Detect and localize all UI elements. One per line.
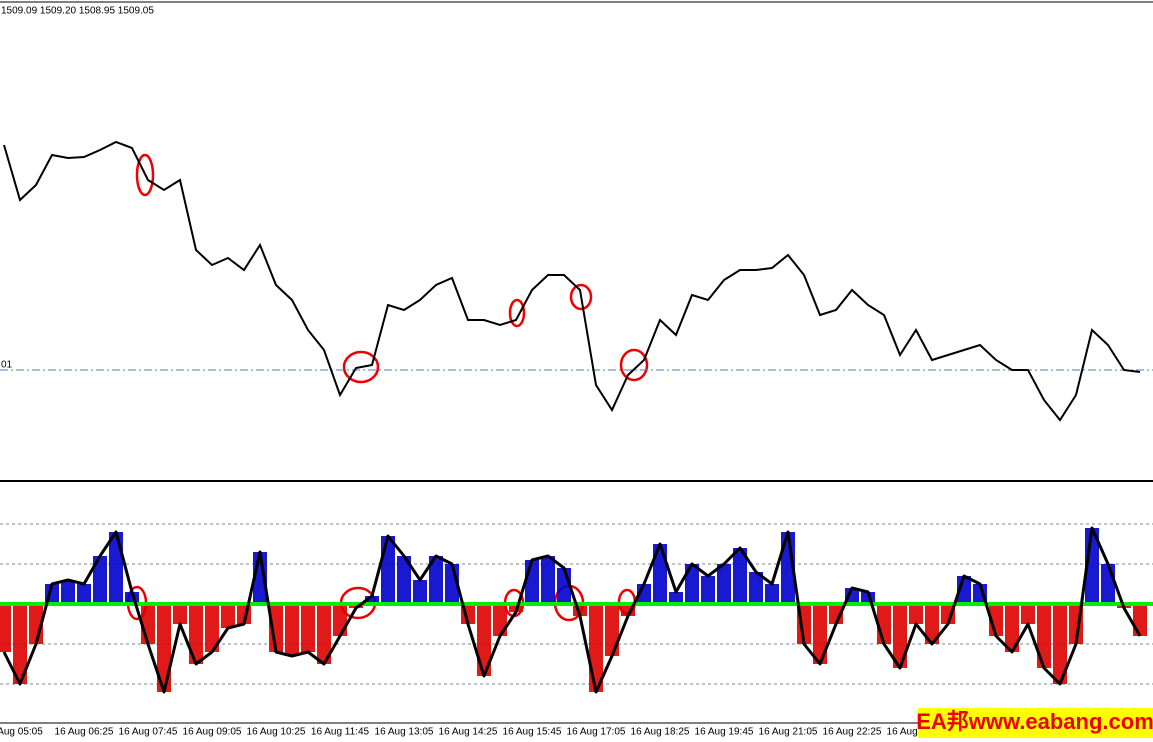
x-tick-label: 16 Aug 06:25 (55, 727, 114, 738)
osc-bar (525, 560, 539, 604)
circle-mark (508, 298, 526, 328)
x-tick-label: 16 Aug 13:05 (375, 727, 434, 738)
circle-mark (135, 153, 155, 197)
plot: 01 Aug 05:05 16 Aug 06:25 16 Aug 07:45 16 Au… (0, 140, 1153, 738)
osc-bar (109, 532, 123, 604)
osc-bar (701, 576, 715, 604)
osc-bar (717, 564, 731, 604)
circle-mark (342, 350, 380, 384)
watermark: EA邦www.eabang.com (916, 709, 1153, 734)
osc-bar (845, 588, 859, 604)
osc-bar (0, 604, 11, 652)
x-tick-label: 16 Aug 22:25 (823, 727, 882, 738)
osc-bar (493, 604, 507, 636)
x-tick-label: 16 Aug 18:25 (631, 727, 690, 738)
osc-bar (13, 604, 27, 684)
osc-bar (813, 604, 827, 664)
osc-bar (1101, 564, 1115, 604)
osc-bar (157, 604, 171, 692)
osc-bar (1021, 604, 1035, 624)
osc-bar (285, 604, 299, 656)
osc-bar (541, 556, 555, 604)
x-tick-label: 16 Aug 19:45 (695, 727, 754, 738)
x-tick-label: 16 Aug 14:25 (439, 727, 498, 738)
x-tick-label: 16 Aug 11:45 (311, 727, 370, 738)
x-tick-label: Aug 05:05 (0, 727, 43, 738)
osc-bar (1133, 604, 1147, 636)
osc-bar (685, 564, 699, 604)
osc-bar (333, 604, 347, 636)
x-tick-label: 16 Aug 21:05 (759, 727, 818, 738)
osc-bar (77, 584, 91, 604)
osc-bar (317, 604, 331, 664)
osc-bar (429, 556, 443, 604)
circle-mark (569, 283, 593, 311)
osc-bar (205, 604, 219, 652)
osc-bar (269, 604, 283, 652)
osc-bar (893, 604, 907, 668)
osc-line (2, 526, 1142, 694)
osc-bar (381, 536, 395, 604)
osc-bar (365, 596, 379, 604)
circle-mark (619, 348, 649, 382)
x-tick-label: 16 Aug 07:45 (119, 727, 178, 738)
osc-bar (477, 604, 491, 676)
ohlc-header: 1509.09 1509.20 1508.95 1509.05 (1, 6, 154, 17)
price-line (3, 140, 1141, 422)
x-tick-label: 16 Aug 10:25 (247, 727, 306, 738)
level-label: 01 (1, 360, 13, 371)
osc-bar (173, 604, 187, 624)
osc-bar (605, 604, 619, 656)
x-tick-label: 16 Aug 15:45 (503, 727, 562, 738)
osc-bar (413, 580, 427, 604)
osc-bar (1053, 604, 1067, 684)
osc-bar (669, 592, 683, 604)
osc-bar (925, 604, 939, 644)
osc-bar (909, 604, 923, 624)
osc-bar (189, 604, 203, 664)
osc-bar (397, 556, 411, 604)
x-tick-label: 16 Aug 09:05 (183, 727, 242, 738)
osc-bar (749, 572, 763, 604)
osc-bar (221, 604, 235, 628)
x-tick-label: 16 Aug 23:45 (887, 727, 946, 738)
x-tick-label: 16 Aug 17:05 (567, 727, 626, 738)
osc-bar (1037, 604, 1051, 668)
osc-bar (301, 604, 315, 652)
osc-bar (1005, 604, 1019, 652)
osc-bar (765, 584, 779, 604)
osc-bar (733, 548, 747, 604)
osc-bar (61, 580, 75, 604)
osc-bar (93, 556, 107, 604)
watermark-bg (918, 708, 1153, 738)
